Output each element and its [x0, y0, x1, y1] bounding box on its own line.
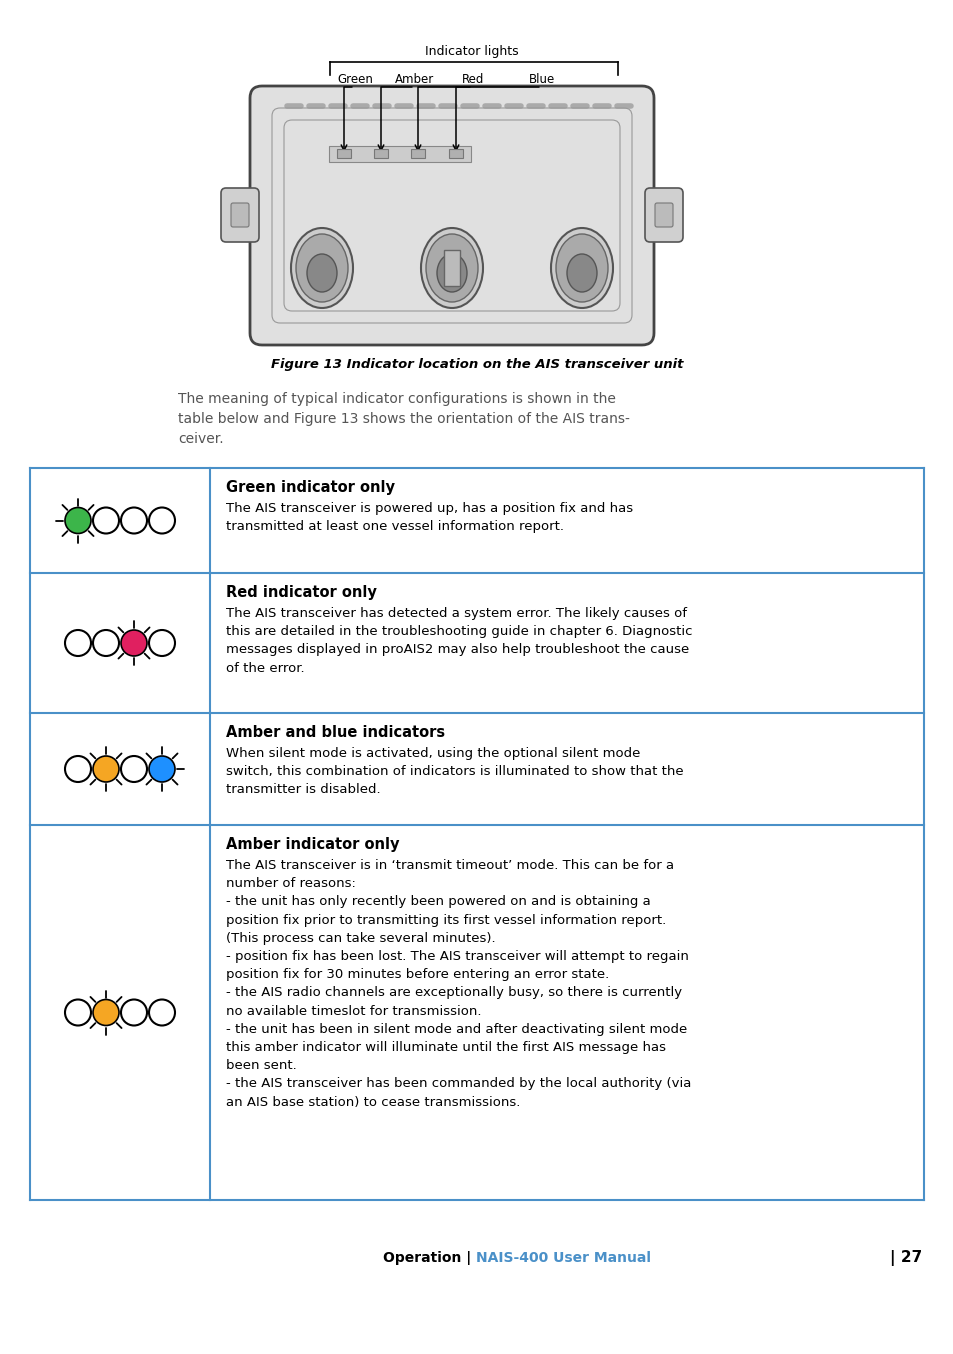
- Text: Amber indicator only: Amber indicator only: [226, 837, 399, 852]
- Text: Green: Green: [336, 73, 373, 87]
- Text: The AIS transceiver is powered up, has a position fix and has
transmitted at lea: The AIS transceiver is powered up, has a…: [226, 502, 633, 533]
- Circle shape: [92, 508, 119, 533]
- Circle shape: [121, 756, 147, 783]
- Bar: [449, 149, 462, 158]
- Circle shape: [65, 999, 91, 1025]
- FancyBboxPatch shape: [250, 87, 654, 345]
- Bar: [329, 146, 471, 162]
- Ellipse shape: [426, 234, 477, 302]
- Text: When silent mode is activated, using the optional silent mode
switch, this combi: When silent mode is activated, using the…: [226, 747, 683, 796]
- Text: The AIS transceiver is in ‘transmit timeout’ mode. This can be for a
number of r: The AIS transceiver is in ‘transmit time…: [226, 858, 691, 1109]
- Ellipse shape: [566, 255, 597, 292]
- Circle shape: [149, 999, 174, 1025]
- Circle shape: [149, 508, 174, 533]
- Text: Indicator lights: Indicator lights: [425, 45, 518, 58]
- Text: Operation |: Operation |: [382, 1251, 476, 1265]
- Text: Blue: Blue: [528, 73, 555, 87]
- Text: Figure 13 Indicator location on the AIS transceiver unit: Figure 13 Indicator location on the AIS …: [271, 357, 682, 371]
- Circle shape: [149, 756, 174, 783]
- Ellipse shape: [307, 255, 336, 292]
- FancyBboxPatch shape: [221, 188, 258, 242]
- Text: The meaning of typical indicator configurations is shown in the
table below and : The meaning of typical indicator configu…: [178, 393, 629, 445]
- Circle shape: [65, 630, 91, 655]
- Circle shape: [149, 630, 174, 655]
- Ellipse shape: [436, 255, 467, 292]
- FancyBboxPatch shape: [644, 188, 682, 242]
- FancyBboxPatch shape: [655, 203, 672, 227]
- Circle shape: [92, 630, 119, 655]
- Text: Red indicator only: Red indicator only: [226, 585, 376, 600]
- Circle shape: [92, 999, 119, 1025]
- Circle shape: [121, 999, 147, 1025]
- Text: Red: Red: [461, 73, 484, 87]
- Circle shape: [92, 756, 119, 783]
- Text: Amber: Amber: [395, 73, 435, 87]
- Ellipse shape: [295, 234, 348, 302]
- Ellipse shape: [551, 227, 613, 307]
- Text: Amber and blue indicators: Amber and blue indicators: [226, 724, 445, 741]
- FancyBboxPatch shape: [231, 203, 249, 227]
- Circle shape: [121, 630, 147, 655]
- Ellipse shape: [420, 227, 482, 307]
- Circle shape: [65, 756, 91, 783]
- Bar: [336, 149, 351, 158]
- Text: NAIS-400 User Manual: NAIS-400 User Manual: [476, 1251, 650, 1265]
- Bar: [443, 250, 459, 286]
- Bar: [411, 149, 424, 158]
- Circle shape: [121, 508, 147, 533]
- Ellipse shape: [291, 227, 353, 307]
- Circle shape: [65, 508, 91, 533]
- Text: Green indicator only: Green indicator only: [226, 481, 395, 496]
- Bar: [374, 149, 388, 158]
- Text: The AIS transceiver has detected a system error. The likely causes of
this are d: The AIS transceiver has detected a syste…: [226, 607, 692, 674]
- Text: | 27: | 27: [889, 1250, 921, 1266]
- Ellipse shape: [556, 234, 607, 302]
